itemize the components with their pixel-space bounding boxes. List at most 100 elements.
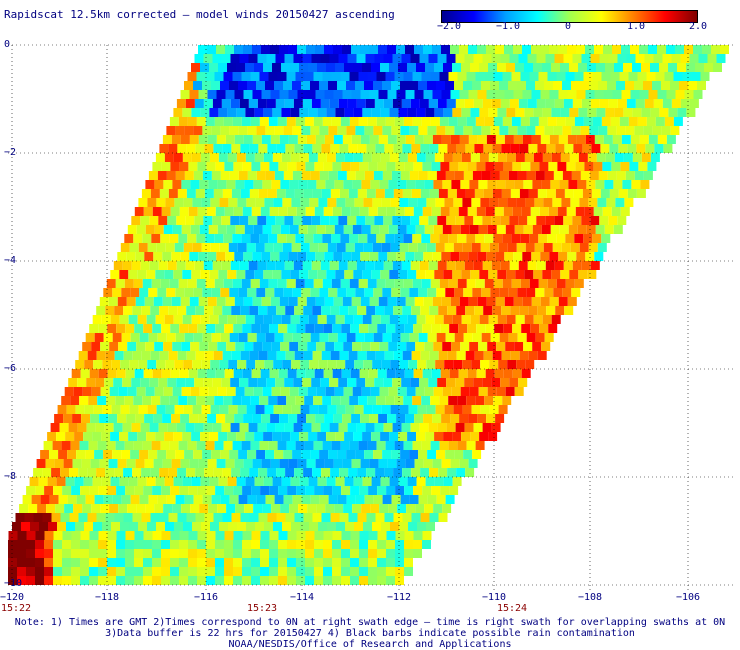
- swath-cell: [75, 405, 85, 414]
- swath-cell: [432, 45, 441, 54]
- swath-cell: [278, 549, 287, 558]
- swath-cell: [141, 513, 151, 522]
- swath-cell: [450, 45, 459, 54]
- swath-cell: [180, 414, 190, 423]
- swath-cell: [143, 549, 152, 558]
- swath-cell: [568, 225, 578, 234]
- swath-cell: [359, 162, 369, 171]
- swath-cell: [429, 351, 439, 360]
- swath-cell: [461, 108, 471, 117]
- swath-cell: [323, 486, 333, 495]
- swath-cell: [364, 495, 374, 504]
- swath-cell: [491, 378, 501, 387]
- swath-cell: [291, 198, 301, 207]
- swath-cell: [464, 261, 474, 270]
- swath-cell: [335, 153, 345, 162]
- swath-cell: [182, 477, 192, 486]
- swath-cell: [531, 252, 541, 261]
- swath-cell: [111, 405, 121, 414]
- swath-cell: [236, 477, 246, 486]
- swath-cell: [311, 99, 321, 108]
- swath-cell: [258, 144, 268, 153]
- swath-cell: [356, 99, 366, 108]
- swath-cell: [637, 117, 647, 126]
- swath-cell: [435, 198, 445, 207]
- swath-cell: [415, 387, 425, 396]
- swath-cell: [408, 522, 417, 531]
- swath-cell: [609, 144, 619, 153]
- swath-cell: [99, 459, 109, 468]
- swath-cell: [329, 378, 339, 387]
- swath-cell: [237, 405, 247, 414]
- swath-cell: [455, 99, 465, 108]
- swath-cell: [369, 459, 379, 468]
- swath-cell: [231, 144, 241, 153]
- swath-cell: [196, 441, 206, 450]
- swath-cell: [355, 495, 365, 504]
- swath-cell: [445, 495, 455, 504]
- swath-cell: [423, 252, 433, 261]
- swath-cell: [345, 243, 355, 252]
- swath-cell: [508, 126, 518, 135]
- swath-cell: [293, 99, 303, 108]
- swath-cell: [376, 117, 386, 126]
- swath-cell: [135, 414, 145, 423]
- swath-cell: [544, 333, 554, 342]
- swath-cell: [482, 423, 492, 432]
- swath-cell: [473, 378, 483, 387]
- swath-cell: [177, 468, 187, 477]
- swath-cell: [576, 45, 585, 54]
- swath-cell: [281, 432, 291, 441]
- swath-cell: [302, 261, 312, 270]
- swath-cell: [602, 162, 612, 171]
- swath-cell: [397, 387, 407, 396]
- swath-cell: [218, 477, 228, 486]
- swath-cell: [301, 126, 311, 135]
- swath-cell: [269, 549, 278, 558]
- swath-cell: [306, 297, 316, 306]
- swath-cell: [427, 171, 437, 180]
- swath-cell: [545, 99, 555, 108]
- swath-cell: [215, 531, 225, 540]
- swath-cell: [469, 225, 479, 234]
- swath-cell: [567, 45, 576, 54]
- swath-cell: [463, 81, 472, 90]
- swath-cell: [233, 207, 243, 216]
- swath-cell: [413, 549, 422, 558]
- swath-cell: [429, 306, 439, 315]
- swath-cell: [205, 117, 215, 126]
- swath-cell: [362, 477, 372, 486]
- swath-cell: [393, 351, 403, 360]
- swath-cell: [587, 153, 597, 162]
- swath-cell: [490, 333, 500, 342]
- swath-cell: [482, 378, 492, 387]
- swath-cell: [342, 135, 352, 144]
- swath-cell: [105, 351, 115, 360]
- swath-cell: [470, 270, 480, 279]
- swath-cell: [549, 135, 559, 144]
- swath-cell: [347, 54, 357, 63]
- swath-cell: [299, 477, 309, 486]
- swath-cell: [179, 576, 188, 585]
- swath-cell: [337, 126, 347, 135]
- swath-cell: [24, 513, 34, 522]
- swath-cell: [288, 459, 298, 468]
- swath-cell: [235, 225, 245, 234]
- swath-cell: [345, 360, 355, 369]
- swath-cell: [108, 414, 118, 423]
- swath-cell: [308, 153, 318, 162]
- swath-cell: [141, 351, 151, 360]
- swath-cell: [422, 369, 432, 378]
- swath-cell: [152, 567, 161, 576]
- swath-cell: [348, 189, 358, 198]
- swath-cell: [307, 387, 317, 396]
- swath-cell: [330, 351, 340, 360]
- swath-cell: [219, 360, 229, 369]
- swath-cell: [266, 216, 276, 225]
- swath-cell: [134, 531, 144, 540]
- swath-cell: [314, 486, 324, 495]
- swath-cell: [29, 477, 39, 486]
- swath-cell: [535, 333, 545, 342]
- swath-cell: [500, 216, 510, 225]
- swath-cell: [570, 243, 580, 252]
